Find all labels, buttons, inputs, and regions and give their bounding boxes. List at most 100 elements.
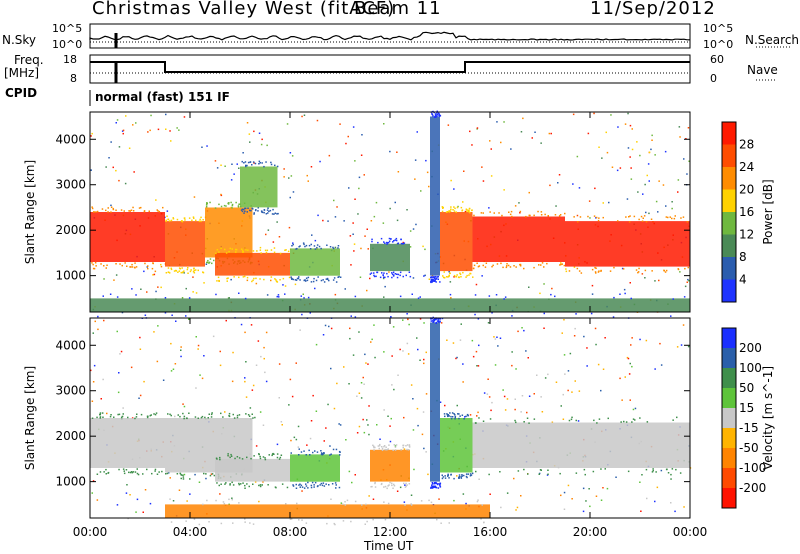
echo-edge-point bbox=[265, 250, 267, 252]
scatter-point bbox=[170, 343, 172, 345]
echo-edge-point bbox=[371, 486, 373, 488]
echo-region-0 bbox=[90, 212, 165, 262]
echo-edge-point bbox=[100, 471, 102, 473]
scatter-point bbox=[640, 511, 642, 513]
echo-edge-point bbox=[515, 422, 517, 424]
echo-edge-point bbox=[238, 293, 240, 295]
echo-edge-point bbox=[178, 414, 180, 416]
echo-edge-point bbox=[400, 449, 402, 451]
scatter-point bbox=[571, 391, 573, 393]
echo-edge-point bbox=[688, 267, 690, 269]
echo-edge-point bbox=[321, 452, 323, 454]
echo-edge-point bbox=[205, 473, 207, 475]
echo-edge-point bbox=[384, 445, 386, 447]
echo-edge-point bbox=[247, 249, 249, 251]
echo-edge-point bbox=[274, 278, 276, 280]
echo-edge-point bbox=[244, 211, 246, 213]
echo-edge-point bbox=[169, 498, 171, 500]
echo-edge-point bbox=[453, 206, 455, 208]
echo-edge-point bbox=[445, 477, 447, 479]
scatter-point bbox=[502, 389, 504, 391]
echo-edge-point bbox=[153, 413, 155, 415]
echo-edge-point bbox=[569, 270, 571, 272]
scatter-point bbox=[384, 286, 386, 288]
scatter-point bbox=[310, 438, 312, 440]
echo-edge-point bbox=[333, 449, 335, 451]
echo-edge-point bbox=[593, 420, 595, 422]
echo-edge-point bbox=[243, 276, 245, 278]
echo-region-5 bbox=[290, 248, 340, 275]
scatter-point bbox=[635, 408, 637, 410]
scatter-point bbox=[155, 199, 157, 201]
echo-edge-point bbox=[595, 271, 597, 273]
scatter-point bbox=[642, 273, 644, 275]
scatter-point bbox=[390, 441, 392, 443]
scatter-point bbox=[266, 145, 268, 147]
scatter-point bbox=[407, 343, 409, 345]
echo-edge-point bbox=[351, 315, 353, 317]
echo-edge-point bbox=[165, 220, 167, 222]
echo-edge-point bbox=[173, 217, 175, 219]
echo-edge-point bbox=[332, 483, 334, 485]
scatter-point bbox=[260, 356, 262, 358]
scatter-point bbox=[367, 363, 369, 365]
echo-edge-point bbox=[296, 484, 298, 486]
echo-edge-point bbox=[124, 210, 126, 212]
scatter-point bbox=[184, 116, 186, 118]
scatter-point bbox=[631, 178, 633, 180]
echo-edge-point bbox=[107, 472, 109, 474]
scatter-point bbox=[685, 286, 687, 288]
scatter-point bbox=[602, 487, 604, 489]
scatter-point bbox=[335, 247, 337, 249]
scatter-point bbox=[630, 167, 632, 169]
y-tick-label: 2000 bbox=[55, 223, 86, 237]
scatter-point bbox=[615, 477, 617, 479]
scatter-point bbox=[365, 362, 367, 364]
echo-edge-point bbox=[260, 162, 262, 164]
echo-edge-point bbox=[115, 263, 117, 265]
echo-edge-point bbox=[174, 270, 176, 272]
echo-edge-point bbox=[420, 296, 422, 298]
echo-edge-point bbox=[280, 253, 282, 255]
scatter-point bbox=[517, 331, 519, 333]
scatter-point bbox=[103, 320, 105, 322]
scatter-point bbox=[603, 369, 605, 371]
scatter-point bbox=[137, 499, 139, 501]
echo-edge-point bbox=[447, 474, 449, 476]
scatter-point bbox=[412, 398, 414, 400]
echo-edge-point bbox=[409, 444, 411, 446]
echo-edge-point bbox=[361, 504, 363, 506]
echo-edge-point bbox=[136, 266, 138, 268]
scatter-point bbox=[343, 220, 345, 222]
echo-edge-point bbox=[388, 242, 390, 244]
echo-edge-point bbox=[149, 211, 151, 213]
scatter-point bbox=[282, 424, 284, 426]
echo-edge-point bbox=[384, 243, 386, 245]
scatter-point bbox=[417, 349, 419, 351]
echo-edge-point bbox=[227, 280, 229, 282]
scatter-point bbox=[220, 165, 222, 167]
echo-edge-point bbox=[381, 238, 383, 240]
echo-edge-point bbox=[194, 270, 196, 272]
echo-edge-point bbox=[298, 519, 300, 521]
scatter-point bbox=[500, 338, 502, 340]
echo-edge-point bbox=[232, 522, 234, 524]
scatter-point bbox=[288, 177, 290, 179]
scatter-point bbox=[461, 323, 463, 325]
echo-edge-point bbox=[449, 522, 451, 524]
scatter-point bbox=[220, 194, 222, 196]
echo-edge-point bbox=[513, 265, 515, 267]
scatter-point bbox=[397, 491, 399, 493]
echo-edge-point bbox=[108, 207, 110, 209]
scatter-point bbox=[215, 160, 217, 162]
echo-edge-point bbox=[652, 471, 654, 473]
echo-edge-point bbox=[139, 207, 141, 209]
echo-edge-point bbox=[506, 263, 508, 265]
y-tick-label: 4000 bbox=[55, 338, 86, 352]
echo-edge-point bbox=[249, 486, 251, 488]
echo-edge-point bbox=[308, 450, 310, 452]
echo-edge-point bbox=[319, 484, 321, 486]
echo-edge-point bbox=[436, 318, 438, 320]
scatter-point bbox=[254, 417, 256, 419]
scatter-point bbox=[245, 361, 247, 363]
